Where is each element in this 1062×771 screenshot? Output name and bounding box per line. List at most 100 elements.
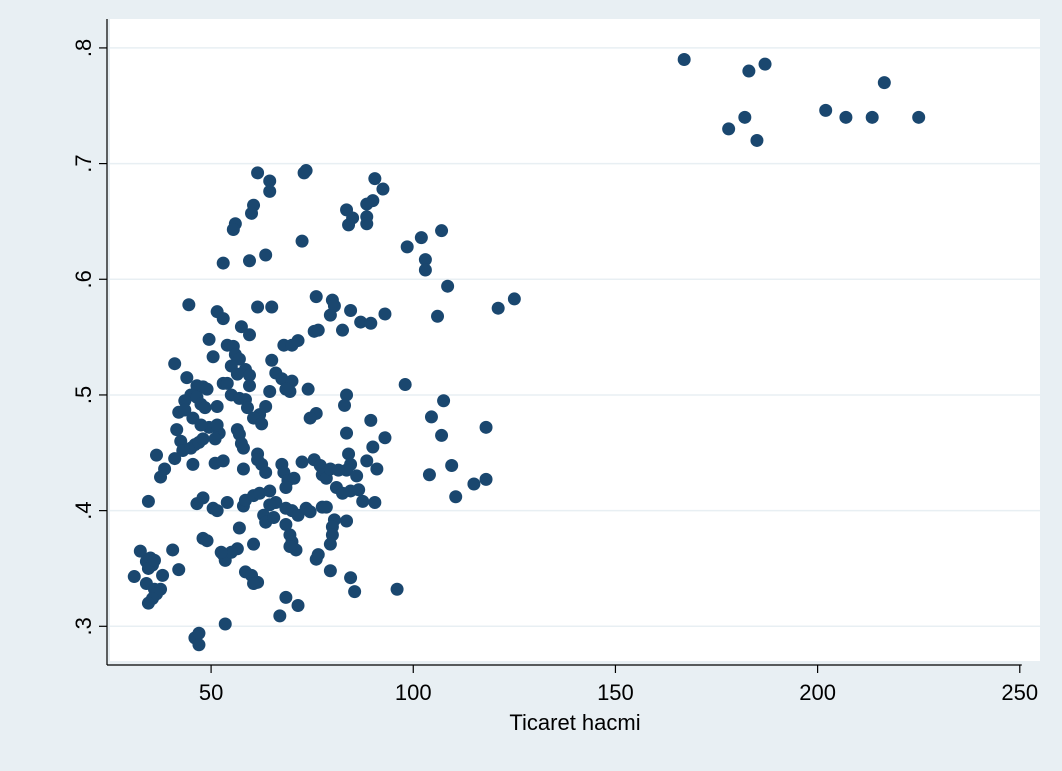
data-points xyxy=(127,52,926,652)
data-point xyxy=(267,511,281,525)
data-point xyxy=(279,480,293,494)
data-point xyxy=(180,371,194,385)
data-point xyxy=(178,403,192,417)
data-point xyxy=(208,432,222,446)
data-point xyxy=(156,568,170,582)
data-point xyxy=(186,457,200,471)
data-point xyxy=(758,57,772,71)
data-point xyxy=(360,197,374,211)
data-point xyxy=(677,52,691,66)
data-point xyxy=(350,469,364,483)
y-tick-label: .8 xyxy=(71,39,96,57)
x-axis-title: Ticaret hacmi xyxy=(509,710,640,735)
data-point xyxy=(265,353,279,367)
data-point xyxy=(263,174,277,188)
data-point xyxy=(216,256,230,270)
data-point xyxy=(253,486,267,500)
data-point xyxy=(364,316,378,330)
y-axis-ticks: .3 .4 .5 .6 .7 .8 xyxy=(71,39,107,635)
data-point xyxy=(230,367,244,381)
data-point xyxy=(251,300,265,314)
data-point xyxy=(259,248,273,262)
data-point xyxy=(376,182,390,196)
data-point xyxy=(364,413,378,427)
data-point xyxy=(172,563,186,577)
data-point xyxy=(240,401,254,415)
data-point xyxy=(170,423,184,437)
data-point xyxy=(491,301,505,315)
data-point xyxy=(232,521,246,535)
data-point xyxy=(507,292,521,306)
data-point xyxy=(352,483,366,497)
data-point xyxy=(338,398,352,412)
data-point xyxy=(418,263,432,277)
data-point xyxy=(342,218,356,232)
data-point xyxy=(722,122,736,136)
data-point xyxy=(247,537,261,551)
data-point xyxy=(200,382,214,396)
data-point xyxy=(336,323,349,337)
data-point xyxy=(166,543,180,557)
data-point xyxy=(424,410,438,424)
data-point xyxy=(378,307,392,321)
data-point xyxy=(435,428,449,442)
data-point xyxy=(259,465,273,479)
data-point xyxy=(368,496,382,510)
data-point xyxy=(133,544,147,558)
data-point xyxy=(251,166,265,180)
data-point xyxy=(303,505,317,519)
data-point xyxy=(216,454,230,468)
data-point xyxy=(435,224,449,238)
data-point xyxy=(344,304,358,318)
data-point xyxy=(309,290,323,304)
data-point xyxy=(297,166,311,180)
data-point xyxy=(319,500,333,514)
plot-area xyxy=(110,19,1040,661)
data-point xyxy=(127,570,141,584)
data-point xyxy=(141,596,155,610)
y-tick-label: .4 xyxy=(71,501,96,519)
data-point xyxy=(295,455,309,469)
data-point xyxy=(259,400,273,414)
x-tick-label: 250 xyxy=(1001,680,1038,705)
data-point xyxy=(283,539,297,553)
data-point xyxy=(340,388,354,402)
data-point xyxy=(214,545,228,559)
y-tick-label: .3 xyxy=(71,617,96,635)
data-point xyxy=(291,334,305,348)
data-point xyxy=(216,312,230,326)
data-point xyxy=(311,323,325,337)
data-point xyxy=(192,638,206,652)
data-point xyxy=(206,350,220,364)
data-point xyxy=(467,477,481,491)
data-point xyxy=(243,328,256,342)
data-point xyxy=(243,368,256,382)
data-point xyxy=(479,420,493,434)
data-point xyxy=(200,534,214,548)
data-point xyxy=(819,103,833,117)
x-tick-label: 150 xyxy=(597,680,634,705)
data-point xyxy=(303,411,317,425)
data-point xyxy=(196,432,210,446)
data-point xyxy=(182,298,196,312)
data-point xyxy=(291,598,305,612)
data-point xyxy=(400,240,414,254)
x-tick-label: 50 xyxy=(199,680,223,705)
data-point xyxy=(479,472,493,486)
data-point xyxy=(750,133,764,147)
data-point xyxy=(210,418,224,432)
data-point xyxy=(877,76,891,90)
data-point xyxy=(301,382,315,396)
data-point xyxy=(236,441,250,455)
data-point xyxy=(398,378,412,392)
data-point xyxy=(323,308,337,322)
data-point xyxy=(865,110,879,124)
data-point xyxy=(431,309,445,323)
data-point xyxy=(839,110,853,124)
data-point xyxy=(226,223,240,237)
data-point xyxy=(251,453,265,467)
data-point xyxy=(168,452,182,466)
y-tick-label: .6 xyxy=(71,270,96,288)
data-point xyxy=(354,315,368,329)
data-point xyxy=(150,448,163,462)
